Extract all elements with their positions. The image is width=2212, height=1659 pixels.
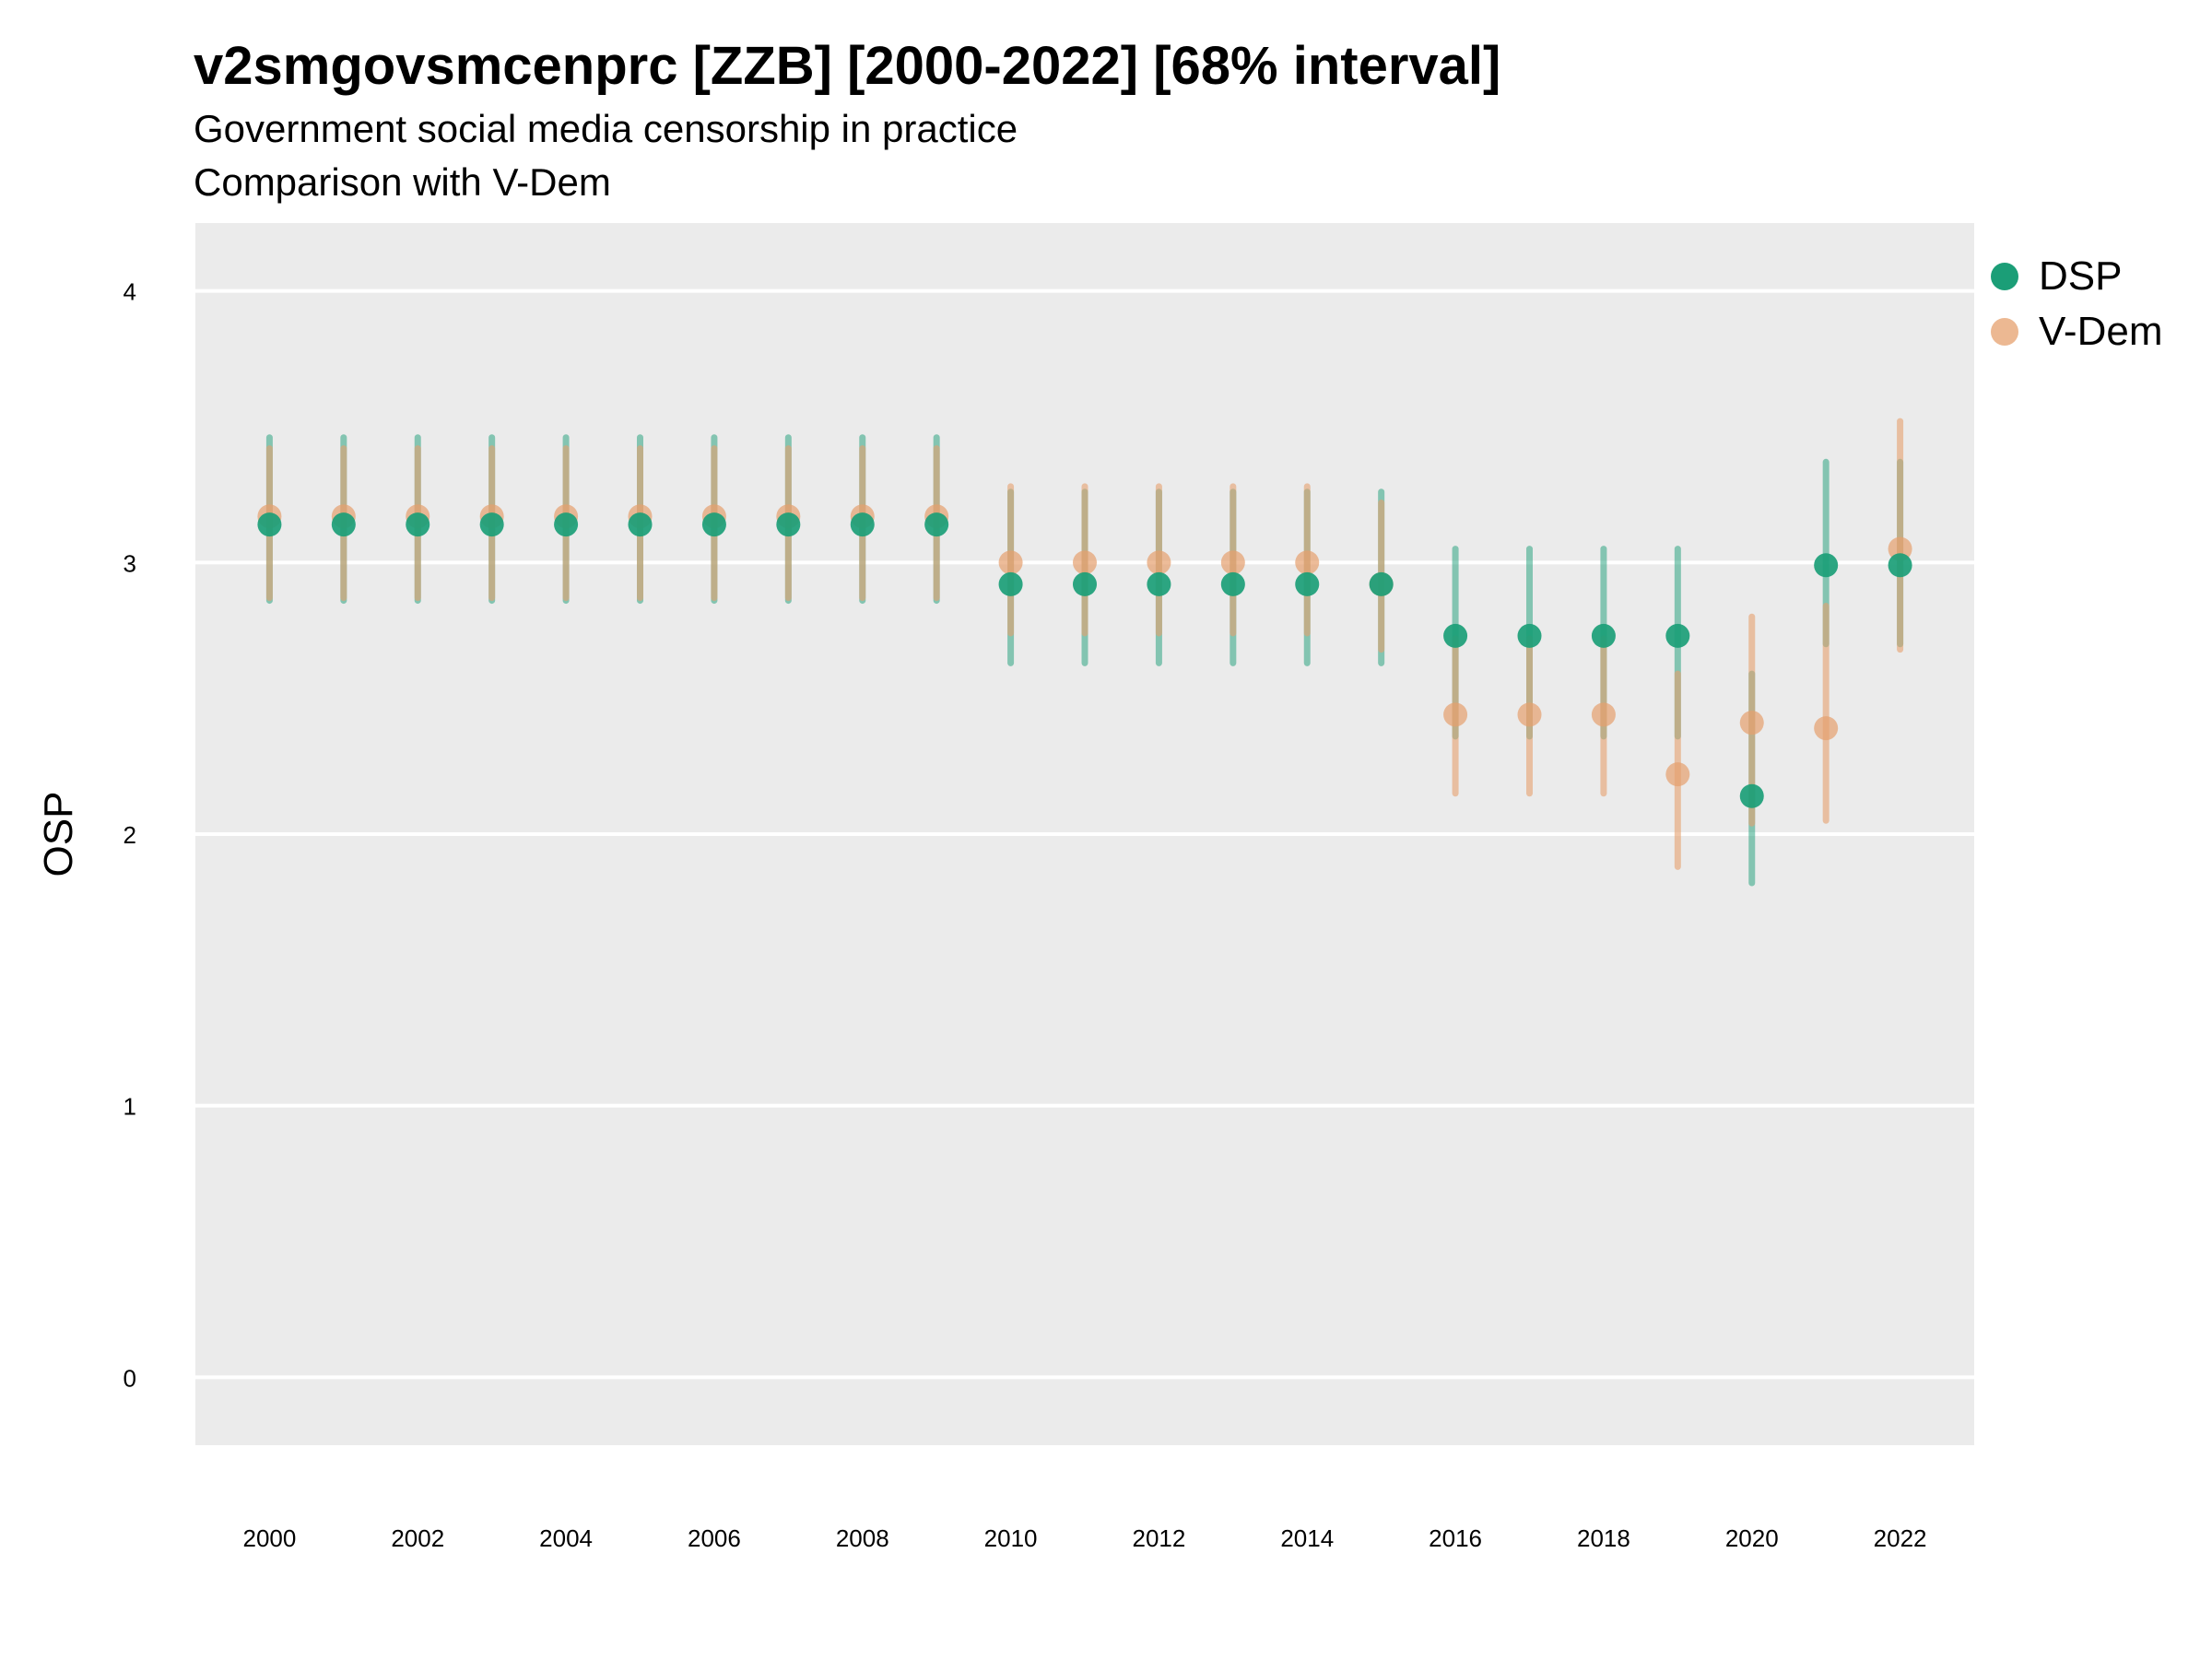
x-tick-label: 2006 (688, 1524, 741, 1552)
legend: DSP V-Dem (1991, 249, 2162, 359)
x-tick-label: 2022 (1874, 1524, 1927, 1552)
y-tick-label: 0 (124, 1364, 136, 1392)
x-tick-label: 2004 (539, 1524, 593, 1552)
point-dsp (628, 512, 653, 537)
point-dsp (406, 512, 430, 537)
point-dsp (1591, 623, 1616, 648)
legend-swatch-dsp (1991, 263, 2018, 290)
point-dsp (701, 512, 726, 537)
point-dsp (924, 512, 949, 537)
legend-item-dsp: DSP (1991, 249, 2162, 304)
point-dsp (998, 571, 1023, 596)
point-dsp (1443, 623, 1468, 648)
point-dsp (1073, 571, 1097, 596)
point-vdem (1443, 702, 1468, 727)
x-tick-label: 2012 (1132, 1524, 1185, 1552)
point-dsp (1220, 571, 1245, 596)
point-dsp (1739, 783, 1764, 808)
x-tick-label: 2000 (242, 1524, 296, 1552)
point-dsp (331, 512, 356, 537)
y-axis-label: OSP (36, 792, 81, 877)
legend-label-vdem: V-Dem (2039, 309, 2163, 354)
point-vdem (1073, 550, 1097, 575)
y-tick-label: 4 (124, 278, 136, 306)
point-vdem (998, 550, 1023, 575)
point-vdem (1665, 762, 1690, 787)
x-tick-label: 2014 (1280, 1524, 1334, 1552)
point-vdem (1591, 702, 1616, 727)
x-tick-label: 2010 (984, 1524, 1038, 1552)
point-dsp (257, 512, 282, 537)
point-vdem (1739, 711, 1764, 735)
legend-item-vdem: V-Dem (1991, 304, 2162, 359)
point-vdem (1814, 716, 1839, 741)
point-dsp (479, 512, 504, 537)
point-dsp (1888, 553, 1912, 578)
point-dsp (1147, 571, 1171, 596)
point-dsp (554, 512, 579, 537)
point-dsp (850, 512, 875, 537)
point-vdem (1147, 550, 1171, 575)
point-vdem (1517, 702, 1542, 727)
y-tick-label: 2 (124, 821, 136, 849)
x-tick-label: 2018 (1577, 1524, 1630, 1552)
point-vdem (1295, 550, 1320, 575)
point-dsp (776, 512, 801, 537)
y-tick-label: 1 (124, 1093, 136, 1121)
point-dsp (1369, 571, 1394, 596)
x-tick-label: 2020 (1725, 1524, 1779, 1552)
point-dsp (1295, 571, 1320, 596)
legend-swatch-vdem (1991, 318, 2018, 346)
x-tick-label: 2002 (391, 1524, 444, 1552)
x-tick-label: 2016 (1429, 1524, 1482, 1552)
point-dsp (1665, 623, 1690, 648)
point-dsp (1814, 553, 1839, 578)
chart-title: v2smgovsmcenprc [ZZB] [2000-2022] [68% i… (194, 36, 1501, 96)
point-vdem (1220, 550, 1245, 575)
point-dsp (1517, 623, 1542, 648)
x-tick-label: 2008 (836, 1524, 889, 1552)
chart-subtitle-comparison: Comparison with V-Dem (194, 160, 611, 204)
legend-label-dsp: DSP (2039, 253, 2123, 299)
chart-subtitle: Government social media censorship in pr… (194, 107, 1018, 150)
y-tick-label: 3 (124, 549, 136, 577)
